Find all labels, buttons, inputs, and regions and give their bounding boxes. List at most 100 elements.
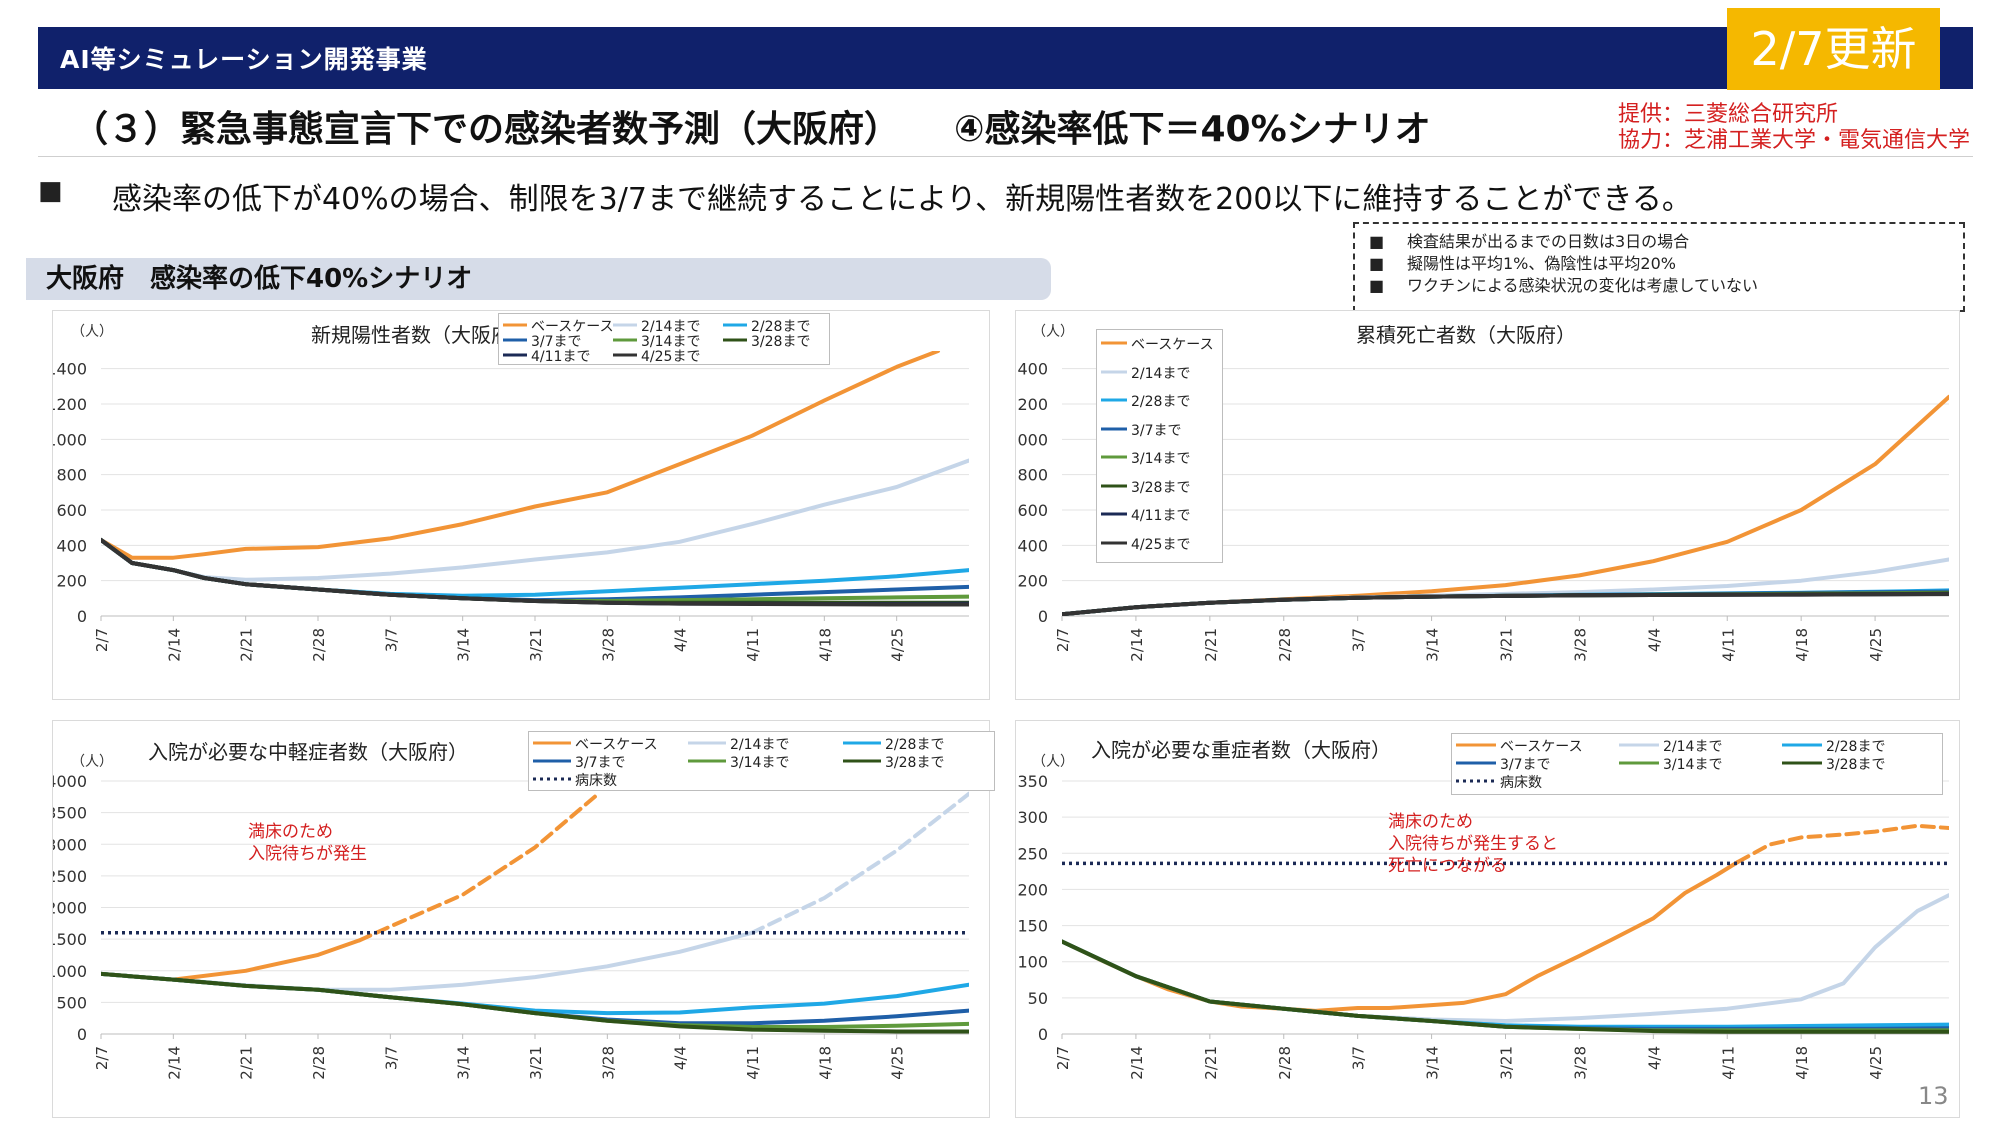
y-tick-label: 300 bbox=[1017, 808, 1048, 827]
series-line bbox=[101, 971, 969, 1026]
legend-swatch bbox=[613, 353, 637, 357]
series-line bbox=[1735, 823, 1949, 864]
legend-swatch bbox=[1101, 541, 1127, 544]
legend-label: 2/28まで bbox=[1131, 394, 1191, 410]
series-line bbox=[101, 938, 362, 982]
legend-label: 3/14まで bbox=[1131, 451, 1191, 467]
x-tick-label: 3/14 bbox=[1424, 1046, 1442, 1080]
y-tick-label: 150 bbox=[1017, 917, 1048, 936]
legend-swatch bbox=[723, 338, 747, 342]
y-tick-label: 100 bbox=[1017, 953, 1048, 972]
assumptions-box: ■ 検査結果が出るまでの日数は3日の場合 ■ 擬陽性は平均1%、偽陰性は平均20% … bbox=[1353, 222, 1965, 312]
chart-svg: 0 500 1000 1500 2000 2500 3000 3500 4000 2/7 2/14 2… bbox=[53, 772, 969, 1080]
x-tick-label: 4/18 bbox=[816, 1046, 834, 1080]
legend-swatch bbox=[533, 741, 571, 745]
legend-label: 3/7まで bbox=[531, 334, 582, 350]
chart-cumulative-deaths: 0 200 400 600 800 1000 1200 1400 2/7 2/14 2/21 2/28… bbox=[1015, 310, 1960, 700]
x-tick-label: 4/4 bbox=[1645, 628, 1663, 652]
legend-label: 2/14まで bbox=[730, 737, 790, 753]
legend-swatch bbox=[1619, 743, 1659, 747]
page-number: 13 bbox=[1918, 1082, 1949, 1110]
x-tick-label: 2/14 bbox=[1128, 1046, 1146, 1080]
x-tick-label: 3/28 bbox=[599, 628, 617, 662]
x-tick-label: 4/4 bbox=[672, 1046, 690, 1070]
x-tick-label: 3/14 bbox=[455, 1046, 473, 1080]
x-tick-label: 3/28 bbox=[1571, 628, 1589, 662]
legend-swatch bbox=[1782, 743, 1822, 747]
legend-label: ベースケース bbox=[531, 319, 614, 335]
legend-swatch bbox=[503, 323, 527, 327]
legend-label: 3/7まで bbox=[1131, 422, 1182, 439]
legend-swatch bbox=[843, 759, 881, 763]
legend-label: 2/28まで bbox=[885, 737, 945, 753]
y-unit-label: （人） bbox=[71, 754, 113, 770]
x-tick-label: 4/4 bbox=[672, 628, 690, 652]
legend-swatch bbox=[1101, 370, 1127, 373]
legend-label: 3/7まで bbox=[1500, 757, 1551, 773]
y-tick-label: 1400 bbox=[53, 360, 87, 379]
legend-label: 3/14まで bbox=[730, 755, 790, 771]
x-tick-label: 4/18 bbox=[816, 628, 834, 662]
y-tick-label: 200 bbox=[56, 572, 87, 591]
legend-swatch bbox=[843, 741, 881, 745]
legend-label: ベースケース bbox=[575, 737, 658, 753]
summary-bullet: ■ bbox=[38, 176, 63, 206]
x-tick-label: 2/14 bbox=[1128, 628, 1146, 662]
legend-swatch bbox=[533, 759, 571, 763]
x-tick-label: 4/25 bbox=[1867, 628, 1885, 662]
x-tick-label: 3/7 bbox=[1350, 628, 1368, 652]
y-tick-label: 1200 bbox=[1016, 395, 1048, 414]
legend-label: ベースケース bbox=[1131, 337, 1214, 353]
header-bar bbox=[38, 27, 1973, 89]
series-line bbox=[750, 791, 969, 935]
x-tick-label: 2/28 bbox=[1276, 628, 1294, 662]
legend-swatch bbox=[1782, 761, 1822, 765]
series-line bbox=[1062, 939, 1949, 1031]
assumption-item: ■ 検査結果が出るまでの日数は3日の場合 bbox=[1369, 231, 1949, 253]
main-title: （３）緊急事態宣言下での感染者数予測（大阪府） ④感染率低下＝40%シナリオ bbox=[72, 109, 1431, 150]
y-tick-label: 350 bbox=[1017, 772, 1048, 791]
y-tick-label: 0 bbox=[1038, 1025, 1048, 1044]
series-line bbox=[101, 538, 969, 598]
legend-swatch bbox=[723, 323, 747, 327]
x-tick-label: 2/21 bbox=[1202, 628, 1220, 662]
y-tick-label: 50 bbox=[1028, 989, 1048, 1008]
y-tick-label: 200 bbox=[1017, 880, 1048, 899]
chart-title: 新規陽性者数（大阪府） bbox=[311, 323, 531, 347]
legend-label: 4/25まで bbox=[641, 349, 701, 365]
y-tick-label: 600 bbox=[1017, 501, 1048, 520]
x-tick-label: 2/7 bbox=[1054, 628, 1072, 652]
update-badge: 2/7更新 bbox=[1727, 8, 1940, 90]
legend-swatch bbox=[688, 759, 726, 763]
x-tick-label: 3/14 bbox=[1424, 628, 1442, 662]
x-tick-label: 4/18 bbox=[1793, 628, 1811, 662]
y-tick-label: 2500 bbox=[53, 867, 87, 886]
y-tick-label: 0 bbox=[77, 607, 87, 626]
chart-annotation: 満床のため 入院待ちが発生すると 死亡につながる bbox=[1388, 812, 1558, 876]
x-tick-label: 2/28 bbox=[310, 628, 328, 662]
bullet: ■ bbox=[1369, 232, 1385, 251]
x-tick-label: 4/25 bbox=[1867, 1046, 1885, 1080]
series-line bbox=[1062, 860, 1740, 1013]
x-tick-label: 2/7 bbox=[93, 1046, 111, 1070]
x-tick-label: 3/7 bbox=[1350, 1046, 1368, 1070]
x-tick-label: 3/7 bbox=[382, 1046, 400, 1070]
legend-label: 3/28まで bbox=[1131, 479, 1191, 496]
credit-provider: 提供：三菱総合研究所 bbox=[1618, 102, 1839, 127]
y-tick-label: 600 bbox=[56, 501, 87, 520]
x-tick-label: 2/21 bbox=[238, 628, 256, 662]
chart-legend: ベースケース 2/14まで 2/28まで 3/7まで 3/14まで 3/28まで 4/11ま… bbox=[498, 313, 830, 365]
y-tick-label: 400 bbox=[1017, 536, 1048, 555]
legend-swatch bbox=[613, 323, 637, 327]
credit-cooperation: 協力：芝浦工業大学・電気通信大学 bbox=[1618, 128, 1971, 153]
legend-swatch bbox=[1619, 761, 1659, 765]
legend-label: ベースケース bbox=[1500, 739, 1583, 755]
series-line bbox=[101, 458, 969, 582]
x-tick-label: 4/18 bbox=[1793, 1046, 1811, 1080]
series-line bbox=[1062, 893, 1949, 1023]
x-tick-label: 2/14 bbox=[165, 628, 183, 662]
divider bbox=[38, 156, 1973, 157]
series-line bbox=[101, 538, 969, 607]
x-tick-label: 4/25 bbox=[889, 1046, 907, 1080]
y-tick-label: 3000 bbox=[53, 835, 87, 854]
